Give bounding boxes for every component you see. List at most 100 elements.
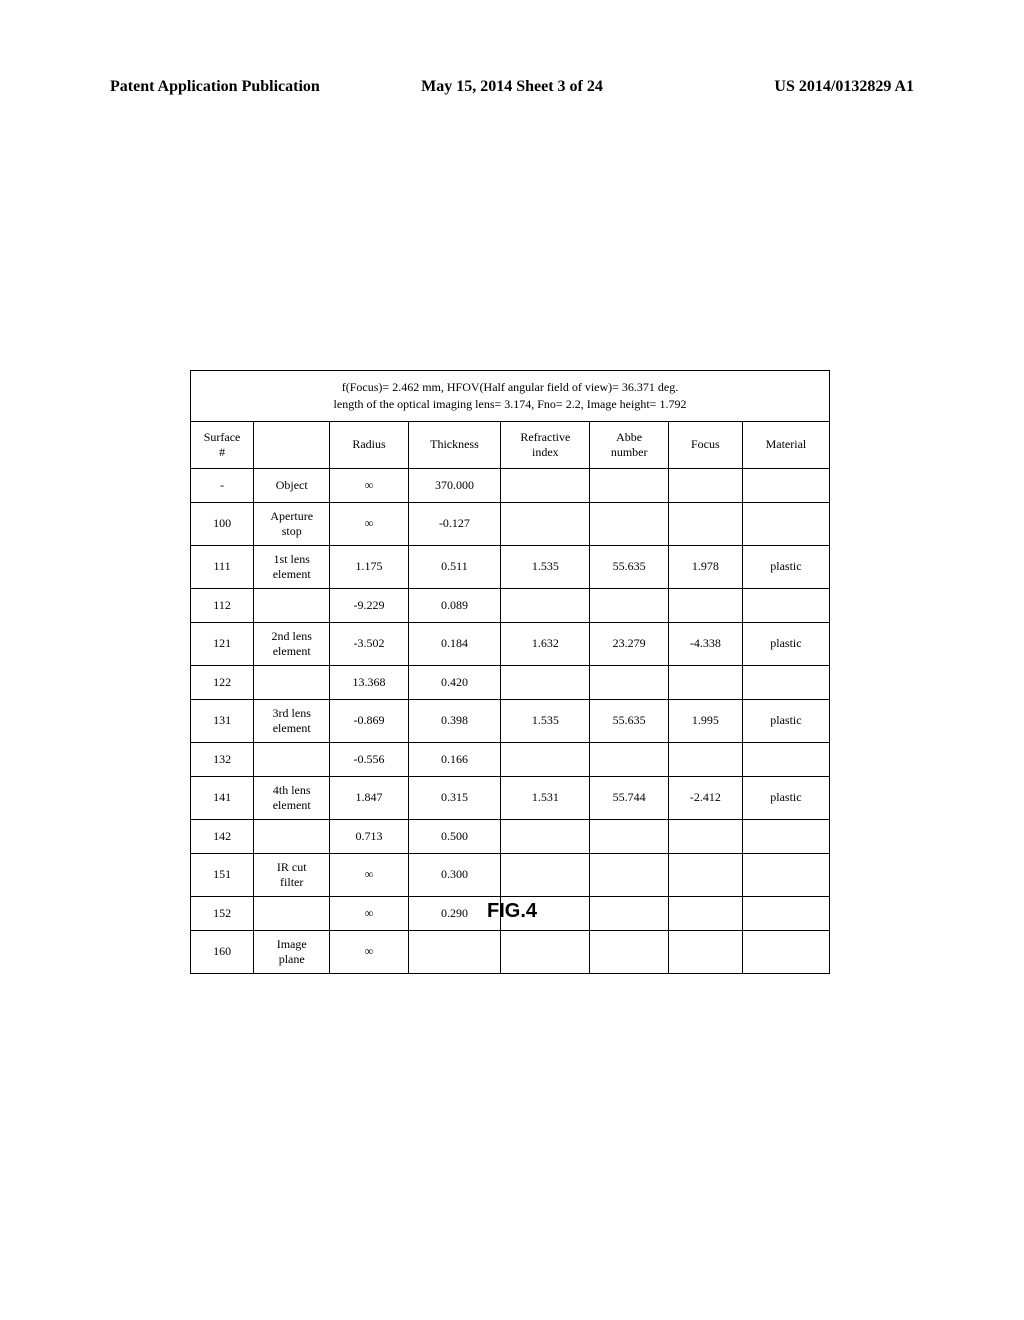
table-cell-desc	[254, 819, 330, 853]
table-row: 100Aperturestop∞-0.127	[191, 502, 830, 545]
table-title-line2: length of the optical imaging lens= 3.17…	[334, 397, 687, 411]
table-cell-thickness: 370.000	[408, 468, 501, 502]
table-cell-focus: -4.338	[668, 622, 742, 665]
table-cell-thickness	[408, 930, 501, 973]
optical-data-table: f(Focus)= 2.462 mm, HFOV(Half angular fi…	[190, 370, 830, 974]
table-cell-focus	[668, 853, 742, 896]
col-header-thickness: Thickness	[408, 421, 501, 468]
page-header: Patent Application Publication May 15, 2…	[110, 78, 914, 96]
table-row: 1111st lenselement1.1750.5111.53555.6351…	[191, 545, 830, 588]
table-cell-focus	[668, 819, 742, 853]
table-cell-desc: IR cutfilter	[254, 853, 330, 896]
table-cell-abbe	[590, 665, 668, 699]
table-cell-refractive	[501, 502, 590, 545]
table-cell-thickness: 0.184	[408, 622, 501, 665]
table-cell-surface: 142	[191, 819, 254, 853]
table-cell-radius: ∞	[330, 853, 408, 896]
table-cell-thickness: 0.166	[408, 742, 501, 776]
table-header-row: Surface# Radius Thickness Refractiveinde…	[191, 421, 830, 468]
table-cell-refractive: 1.632	[501, 622, 590, 665]
table-body: -Object∞370.000100Aperturestop∞-0.127111…	[191, 468, 830, 973]
table-cell-abbe	[590, 819, 668, 853]
table-cell-thickness: 0.500	[408, 819, 501, 853]
table-cell-refractive	[501, 853, 590, 896]
table-title-cell: f(Focus)= 2.462 mm, HFOV(Half angular fi…	[191, 371, 830, 422]
table-cell-refractive	[501, 588, 590, 622]
header-center: May 15, 2014 Sheet 3 of 24	[378, 78, 646, 96]
table-cell-material: plastic	[742, 545, 829, 588]
table-cell-focus: -2.412	[668, 776, 742, 819]
table-cell-refractive	[501, 819, 590, 853]
col-header-focus: Focus	[668, 421, 742, 468]
table-cell-abbe	[590, 930, 668, 973]
table-cell-radius: -0.869	[330, 699, 408, 742]
header-left: Patent Application Publication	[110, 78, 378, 96]
table-cell-refractive: 1.531	[501, 776, 590, 819]
table-row: 132-0.5560.166	[191, 742, 830, 776]
table-cell-focus	[668, 930, 742, 973]
table-cell-surface: 160	[191, 930, 254, 973]
col-header-desc	[254, 421, 330, 468]
col-header-material: Material	[742, 421, 829, 468]
table-cell-material	[742, 930, 829, 973]
table-cell-radius: 1.175	[330, 545, 408, 588]
table-cell-material: plastic	[742, 776, 829, 819]
table-cell-desc: 1st lenselement	[254, 545, 330, 588]
table-cell-material	[742, 742, 829, 776]
table-row: 1313rd lenselement-0.8690.3981.53555.635…	[191, 699, 830, 742]
table-cell-desc	[254, 665, 330, 699]
table-cell-thickness: 0.398	[408, 699, 501, 742]
table-row: 151IR cutfilter∞0.300	[191, 853, 830, 896]
table-cell-surface: 111	[191, 545, 254, 588]
table-cell-desc: 2nd lenselement	[254, 622, 330, 665]
table-cell-surface: -	[191, 468, 254, 502]
table-cell-abbe	[590, 468, 668, 502]
table-cell-abbe	[590, 588, 668, 622]
table-cell-surface: 122	[191, 665, 254, 699]
table-cell-radius: ∞	[330, 930, 408, 973]
table-cell-material	[742, 819, 829, 853]
table-cell-desc: Imageplane	[254, 930, 330, 973]
table-cell-desc: Aperturestop	[254, 502, 330, 545]
table-cell-refractive	[501, 665, 590, 699]
table-cell-refractive: 1.535	[501, 699, 590, 742]
table-cell-surface: 131	[191, 699, 254, 742]
col-header-surface: Surface#	[191, 421, 254, 468]
table-cell-radius: -9.229	[330, 588, 408, 622]
col-header-radius: Radius	[330, 421, 408, 468]
table-row: 1414th lenselement1.8470.3151.53155.744-…	[191, 776, 830, 819]
header-right: US 2014/0132829 A1	[646, 78, 914, 96]
table-cell-radius: 1.847	[330, 776, 408, 819]
table-row: 12213.3680.420	[191, 665, 830, 699]
table-cell-material	[742, 468, 829, 502]
table-cell-refractive	[501, 468, 590, 502]
table-cell-surface: 132	[191, 742, 254, 776]
table-cell-material: plastic	[742, 622, 829, 665]
table-cell-radius: -3.502	[330, 622, 408, 665]
table-cell-desc	[254, 742, 330, 776]
table-cell-surface: 121	[191, 622, 254, 665]
table-cell-thickness: 0.300	[408, 853, 501, 896]
table-cell-refractive: 1.535	[501, 545, 590, 588]
table-cell-radius: ∞	[330, 502, 408, 545]
table-cell-material	[742, 665, 829, 699]
table-row: 160Imageplane∞	[191, 930, 830, 973]
table-cell-focus	[668, 742, 742, 776]
table-cell-focus	[668, 502, 742, 545]
table-cell-surface: 100	[191, 502, 254, 545]
table-cell-abbe	[590, 502, 668, 545]
table-cell-abbe	[590, 742, 668, 776]
table-cell-desc: 3rd lenselement	[254, 699, 330, 742]
table-cell-desc: 4th lenselement	[254, 776, 330, 819]
table-cell-radius: ∞	[330, 468, 408, 502]
table-cell-material	[742, 502, 829, 545]
table-cell-material: plastic	[742, 699, 829, 742]
table-cell-focus: 1.995	[668, 699, 742, 742]
table-cell-refractive	[501, 742, 590, 776]
table-cell-thickness: -0.127	[408, 502, 501, 545]
table-cell-abbe: 55.744	[590, 776, 668, 819]
table-cell-radius: 13.368	[330, 665, 408, 699]
table-cell-thickness: 0.511	[408, 545, 501, 588]
table-cell-thickness: 0.089	[408, 588, 501, 622]
table-cell-thickness: 0.315	[408, 776, 501, 819]
